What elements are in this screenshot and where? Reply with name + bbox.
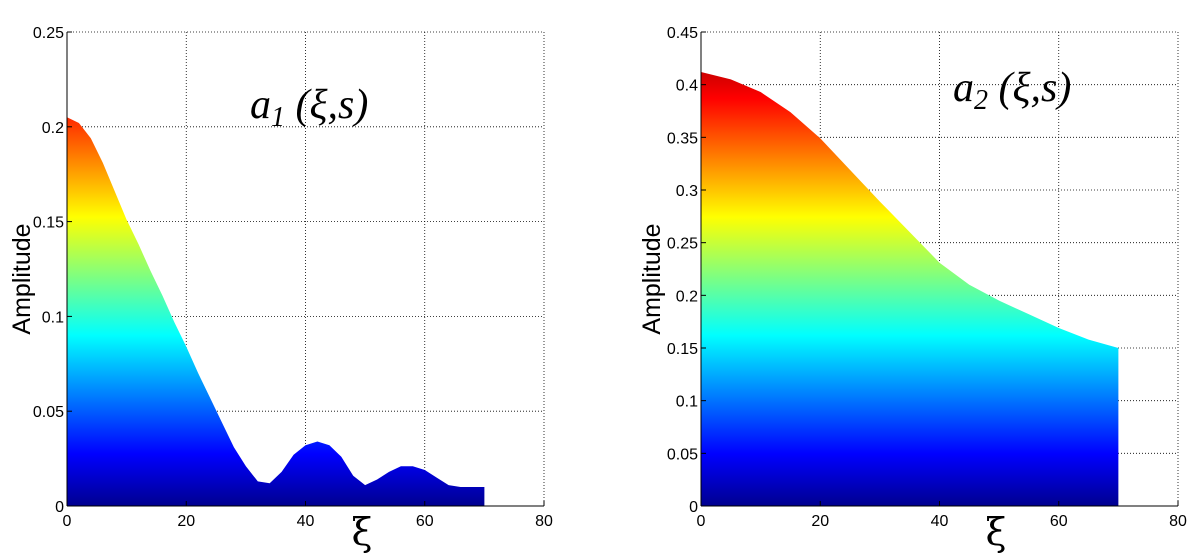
- y-tick-label: 0.1: [676, 394, 698, 411]
- annotation-args: (ξ,s): [988, 65, 1071, 111]
- y-tick-label: 0.25: [667, 236, 698, 253]
- chart-panel-1: 0 20 40 60 80 0 0.05 0.1 0.15 0.2 0.25 Amplitude ξ a1…: [8, 25, 553, 554]
- x-axis-label: ξ: [986, 510, 1007, 554]
- y-tick-label: 0.45: [667, 25, 698, 42]
- y-tick-label: 0.35: [667, 130, 698, 147]
- annotation-subscript: 2: [974, 85, 988, 116]
- annotation-args: (ξ,s): [285, 82, 368, 128]
- y-tick-label: 0.05: [667, 446, 698, 463]
- y-tick-label: 0.3: [676, 183, 698, 200]
- x-tick-label: 0: [697, 513, 706, 530]
- y-tick-label: 0.25: [33, 25, 64, 42]
- y-tick-label: 0.4: [676, 78, 698, 95]
- function-annotation: a2 (ξ,s): [953, 65, 1071, 116]
- annotation-base: a: [250, 82, 271, 128]
- x-tick-label: 60: [1050, 513, 1068, 530]
- chart-panel-2: 0 20 40 60 80 0 0.05 0.1 0.15 0.2 0.25 0.3 0.35 0.4 0.…: [638, 25, 1187, 554]
- function-annotation: a1 (ξ,s): [250, 82, 368, 133]
- x-tick-label: 60: [416, 513, 434, 530]
- x-tick-label: 80: [1169, 513, 1187, 530]
- annotation-base: a: [953, 65, 974, 111]
- y-axis-label: Amplitude: [8, 223, 36, 334]
- x-axis-label: ξ: [352, 510, 373, 554]
- x-tick-label: 80: [535, 513, 553, 530]
- x-tick-label: 0: [63, 513, 72, 530]
- x-tick-label: 40: [297, 513, 315, 530]
- y-tick-label: 0.1: [42, 309, 64, 326]
- annotation-subscript: 1: [271, 102, 285, 133]
- x-tick-label: 20: [811, 513, 829, 530]
- y-tick-label: 0.2: [42, 120, 64, 137]
- amplitude-area: [67, 117, 485, 507]
- y-tick-label: 0: [689, 499, 698, 516]
- y-tick-label: 0.05: [33, 404, 64, 421]
- y-axis-label: Amplitude: [638, 223, 666, 334]
- y-tick-label: 0: [55, 499, 64, 516]
- y-tick-label: 0.15: [667, 341, 698, 358]
- x-tick-label: 40: [931, 513, 949, 530]
- x-tick-label: 20: [177, 513, 195, 530]
- y-tick-label: 0.2: [676, 288, 698, 305]
- amplitude-area: [701, 72, 1119, 506]
- y-tick-label: 0.15: [33, 215, 64, 232]
